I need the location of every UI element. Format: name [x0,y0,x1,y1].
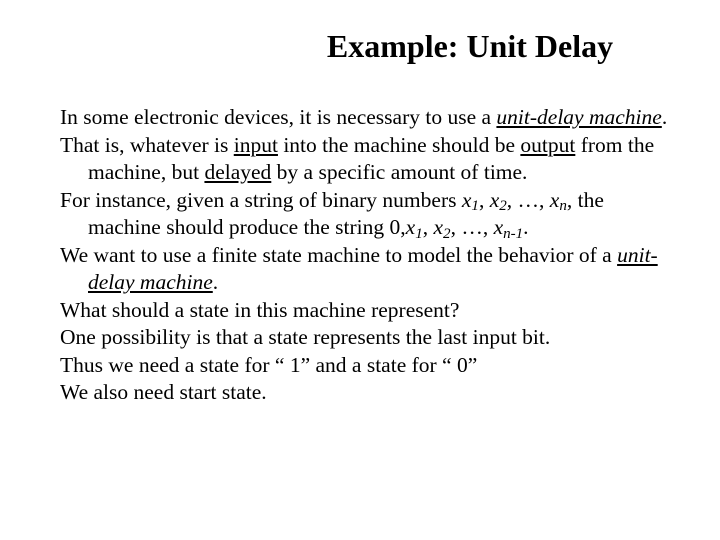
var-x: x [490,188,500,212]
var-x: x [494,215,504,239]
slide-title: Example: Unit Delay [0,28,720,65]
paragraph-2: That is, whatever is input into the mach… [60,132,670,187]
var-x: x [550,188,560,212]
var-x: x [433,215,443,239]
sub-1: 1 [471,198,479,214]
sub-2: 2 [499,198,507,214]
text: into the machine should be [278,133,520,157]
text: In some electronic devices, it is necess… [60,105,496,129]
text: , [423,215,434,239]
text: by a specific amount of time. [271,160,527,184]
sub-2: 2 [443,226,451,242]
paragraph-1: In some electronic devices, it is necess… [60,104,670,132]
term-input: input [234,133,278,157]
sub-1: 1 [415,226,423,242]
sub-n: n [559,198,567,214]
text: We want to use a finite state machine to… [60,243,617,267]
paragraph-6: One possibility is that a state represen… [60,324,670,352]
slide-body: In some electronic devices, it is necess… [60,104,670,407]
term-output: output [520,133,575,157]
text: , …, [451,215,494,239]
text: . [523,215,528,239]
paragraph-5: What should a state in this machine repr… [60,297,670,325]
var-x: x [462,188,472,212]
paragraph-3: For instance, given a string of binary n… [60,187,670,242]
sub-n-1: n-1 [503,226,523,242]
text: For instance, given a string of binary n… [60,188,462,212]
text: , [479,188,490,212]
paragraph-4: We want to use a finite state machine to… [60,242,670,297]
text: , …, [507,188,550,212]
var-x: x [406,215,416,239]
slide: { "title": "Example: Unit Delay", "color… [0,0,720,540]
text: That is, whatever is [60,133,234,157]
paragraph-7: Thus we need a state for “ 1” and a stat… [60,352,670,380]
term-delayed: delayed [204,160,271,184]
term-unit-delay-machine: unit-delay machine [496,105,661,129]
text: . [213,270,218,294]
text: . [662,105,667,129]
paragraph-8: We also need start state. [60,379,670,407]
